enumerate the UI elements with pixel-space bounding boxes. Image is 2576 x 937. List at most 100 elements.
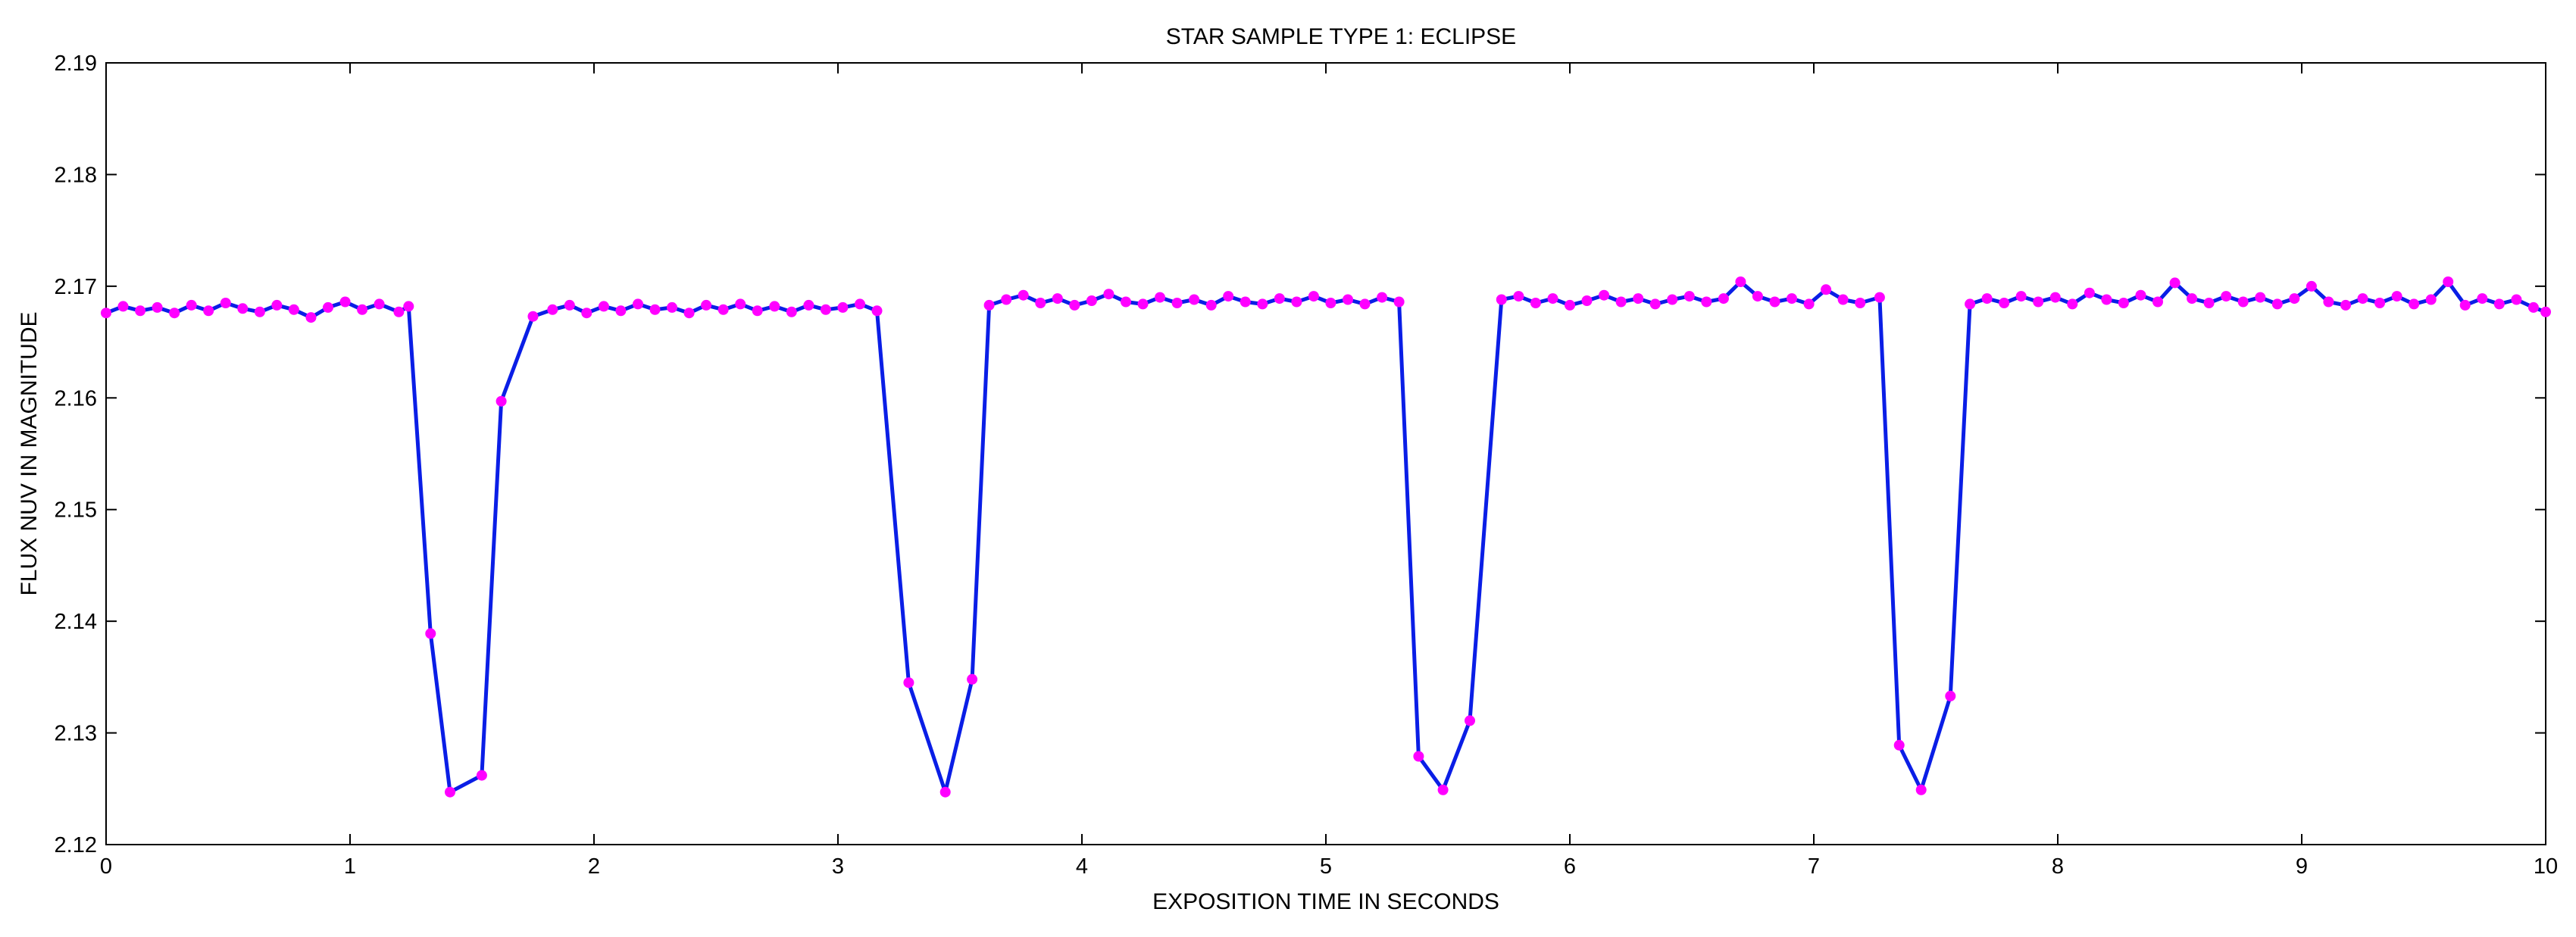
- data-point-124: [2357, 293, 2368, 305]
- data-point-97: [1874, 292, 1885, 303]
- data-point-27: [598, 301, 609, 312]
- data-point-4: [169, 308, 180, 319]
- x-axis-ticks: 0 1 2 3 4 5 6 7 8 9 10: [100, 63, 2558, 879]
- data-point-2: [135, 305, 146, 317]
- data-point-26: [581, 308, 592, 319]
- data-point-45: [939, 786, 951, 798]
- data-point-62: [1240, 296, 1251, 308]
- data-point-3: [152, 301, 163, 313]
- chart-title: STAR SAMPLE TYPE 1: ECLIPSE: [1166, 24, 1516, 49]
- data-point-91: [1769, 296, 1780, 308]
- data-point-84: [1649, 298, 1661, 310]
- data-point-24: [547, 304, 558, 315]
- data-point-44: [903, 677, 914, 689]
- data-point-128: [2425, 294, 2437, 305]
- data-point-127: [2409, 298, 2420, 310]
- data-point-47: [983, 299, 995, 311]
- data-point-98: [1893, 739, 1905, 751]
- data-point-51: [1052, 293, 1063, 305]
- data-point-32: [683, 308, 695, 319]
- data-point-133: [2511, 294, 2522, 305]
- data-point-76: [1513, 291, 1524, 302]
- data-point-95: [1837, 294, 1849, 305]
- x-tick-label-3: 3: [832, 854, 844, 879]
- data-point-103: [1999, 298, 2010, 308]
- data-point-21: [476, 770, 487, 781]
- data-point-93: [1803, 298, 1815, 310]
- data-point-66: [1308, 291, 1319, 302]
- data-point-70: [1377, 292, 1388, 303]
- data-point-67: [1325, 298, 1336, 308]
- data-point-13: [323, 301, 333, 313]
- data-point-106: [2049, 292, 2061, 303]
- data-point-19: [425, 628, 436, 639]
- data-point-42: [855, 298, 865, 310]
- data-point-1: [117, 301, 129, 312]
- data-point-23: [527, 311, 539, 322]
- data-point-108: [2084, 287, 2095, 298]
- data-point-28: [615, 305, 627, 317]
- data-point-94: [1821, 284, 1832, 295]
- data-point-117: [2237, 296, 2249, 308]
- data-point-77: [1530, 298, 1541, 308]
- y-tick-label-4: 2.16: [55, 386, 97, 411]
- data-point-130: [2459, 299, 2471, 311]
- data-point-57: [1155, 292, 1165, 303]
- data-point-111: [2135, 289, 2146, 301]
- data-point-82: [1615, 296, 1627, 308]
- data-point-17: [393, 306, 405, 317]
- data-point-72: [1413, 751, 1424, 762]
- data-point-9: [254, 306, 265, 317]
- data-point-107: [2067, 298, 2078, 310]
- data-point-132: [2493, 298, 2505, 310]
- data-point-55: [1121, 296, 1131, 308]
- data-point-131: [2477, 293, 2488, 305]
- data-point-8: [237, 303, 249, 314]
- data-point-16: [374, 298, 385, 310]
- data-point-92: [1787, 293, 1797, 305]
- data-point-20: [445, 786, 455, 798]
- x-tick-label-10: 10: [2534, 854, 2558, 879]
- y-tick-label-7: 2.19: [55, 52, 97, 76]
- data-point-104: [2015, 291, 2027, 302]
- data-point-119: [2271, 298, 2283, 310]
- data-point-69: [1359, 298, 1371, 310]
- data-point-126: [2391, 291, 2402, 302]
- y-tick-label-5: 2.17: [55, 275, 97, 299]
- x-tick-label-9: 9: [2296, 854, 2308, 879]
- data-point-89: [1735, 276, 1746, 287]
- data-point-39: [803, 299, 814, 311]
- data-point-54: [1103, 289, 1114, 300]
- data-point-116: [2221, 291, 2232, 302]
- data-point-88: [1718, 293, 1729, 305]
- data-point-60: [1205, 299, 1217, 311]
- data-point-31: [667, 301, 677, 313]
- y-tick-label-6: 2.18: [55, 163, 97, 187]
- data-point-118: [2255, 292, 2266, 303]
- data-point-12: [305, 312, 317, 323]
- data-point-78: [1547, 293, 1558, 305]
- data-point-134: [2528, 301, 2539, 313]
- data-point-87: [1701, 296, 1712, 308]
- data-point-53: [1086, 295, 1097, 306]
- data-point-114: [2187, 293, 2198, 305]
- data-point-50: [1035, 298, 1046, 308]
- series-line-0: [105, 280, 2546, 795]
- data-point-80: [1581, 295, 1593, 306]
- data-point-129: [2443, 276, 2454, 287]
- data-point-105: [2033, 296, 2044, 308]
- data-point-115: [2203, 298, 2215, 308]
- data-point-58: [1171, 298, 1183, 308]
- data-point-75: [1496, 294, 1507, 305]
- data-point-74: [1465, 715, 1475, 726]
- data-point-102: [1981, 293, 1993, 305]
- data-point-43: [871, 305, 883, 317]
- data-point-120: [2289, 293, 2300, 305]
- data-point-30: [649, 304, 661, 315]
- data-point-25: [564, 299, 575, 311]
- x-tick-label-0: 0: [100, 854, 112, 879]
- data-point-38: [786, 306, 797, 317]
- data-point-101: [1965, 298, 1976, 310]
- data-point-18: [403, 301, 414, 312]
